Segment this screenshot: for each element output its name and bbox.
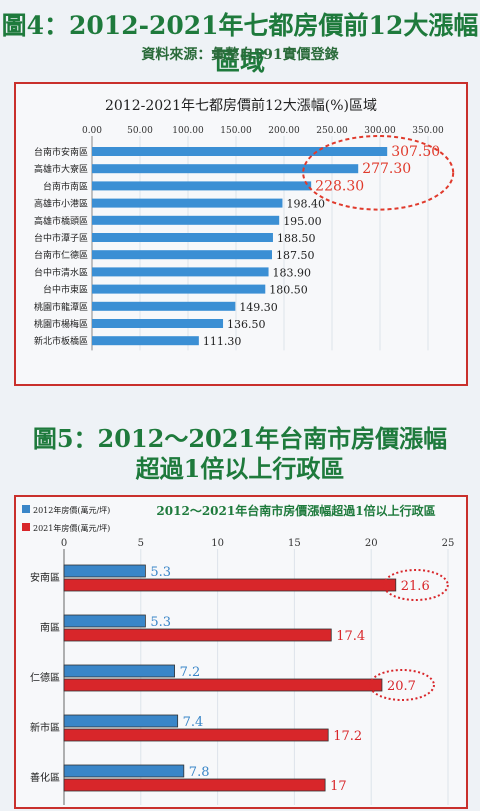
figure5-heading: 圖5：2012～2021年台南市房價漲幅 超過1倍以上行政區 <box>0 424 480 484</box>
figure5-heading-line2: 超過1倍以上行政區 <box>135 454 345 483</box>
chart1-category-label: 桃園市楊梅區 <box>34 318 88 330</box>
chart2-value-label: 17.2 <box>333 729 362 744</box>
chart1-category-label: 桃園市龍潭區 <box>34 301 88 313</box>
chart2-value-label: 17.4 <box>336 629 365 644</box>
chart2-legend-swatch <box>22 505 30 513</box>
chart2-bar <box>63 628 332 642</box>
chart1-bar <box>92 250 272 260</box>
chart1-value-label: 307.50 <box>391 144 440 160</box>
chart1-bar <box>92 319 224 328</box>
chart1-category-label: 台南市南區 <box>43 180 88 192</box>
chart1-value-label: 228.30 <box>315 178 364 194</box>
chart1-bar <box>92 198 283 208</box>
chart2-category-label: 善化區 <box>30 771 60 784</box>
chart2-value-label: 20.7 <box>387 679 416 694</box>
chart2-tick-label: 5 <box>138 538 144 549</box>
chart1-tick-label: 250.00 <box>316 126 348 136</box>
chart2-category-label: 仁德區 <box>30 671 60 684</box>
chart1-bar <box>92 233 273 242</box>
chart2-bar <box>63 678 383 692</box>
chart1-value-label: 187.50 <box>276 249 315 262</box>
chart1-value-label: 188.50 <box>277 232 316 245</box>
chart1-category-label: 台中市東區 <box>43 284 88 296</box>
chart1-bar <box>92 301 236 311</box>
chart1-highlight-ellipse <box>302 135 455 211</box>
chart2-legend-label: 2021年房價(萬元/坪) <box>33 523 110 533</box>
chart1-tick-label: 350.00 <box>412 126 444 136</box>
chart2-value-label: 7.8 <box>189 765 210 780</box>
chart2-title: 2012～2021年台南市房價漲幅超過1倍以上行政區 <box>156 503 435 518</box>
chart2-category-label: 南區 <box>40 621 60 634</box>
chart1-tick-label: 0.00 <box>82 126 102 136</box>
chart2-tick-label: 15 <box>288 538 301 549</box>
chart1-value-label: 198.40 <box>286 198 325 211</box>
chart2-value-label: 7.2 <box>180 665 201 680</box>
chart1-title: 2012-2021年七都房價前12大漲幅(%)區域 <box>105 97 377 114</box>
chart1-tick-label: 50.00 <box>127 126 153 136</box>
chart2-value-label: 5.3 <box>150 615 171 630</box>
chart1-value-label: 136.50 <box>227 318 265 331</box>
chart1-value-label: 111.30 <box>203 335 242 348</box>
chart1-bar <box>92 215 280 225</box>
chart1-category-label: 新北市板橋區 <box>34 335 88 347</box>
chart2-bar <box>63 614 146 628</box>
chart1-bar <box>92 336 199 346</box>
chart1-bar <box>92 284 266 294</box>
chart1-category-label: 台中市潭子區 <box>34 232 88 244</box>
chart2-bar <box>63 778 326 792</box>
chart1-category-label: 高雄市橋頭區 <box>34 215 88 227</box>
chart1-category-label: 台南市安南區 <box>34 146 88 158</box>
chart1-bar <box>92 267 269 277</box>
chart1-value-label: 149.30 <box>239 301 278 314</box>
chart1-bar <box>92 181 312 191</box>
chart1-category-label: 高雄市大寮區 <box>34 163 88 175</box>
chart1-tick-label: 100.00 <box>172 126 204 136</box>
chart2-svg: 2012～2021年台南市房價漲幅超過1倍以上行政區 2012年房價(萬元/坪)… <box>22 503 455 805</box>
chart2-highlight-ellipse <box>368 669 435 701</box>
chart2-bar <box>63 714 179 728</box>
chart1-tick-label: 300.00 <box>364 126 396 136</box>
chart1-bar <box>92 164 359 174</box>
chart2-highlight-ellipse <box>382 569 449 601</box>
chart1-tick-label: 200.00 <box>268 126 300 136</box>
chart1-bar <box>92 147 388 156</box>
figure5-heading-line1: 圖5：2012～2021年台南市房價漲幅 <box>32 424 448 453</box>
chart2-tick-label: 0 <box>61 538 67 549</box>
chart1-category-label: 台南市仁德區 <box>34 249 88 261</box>
chart2-category-label: 新市區 <box>30 721 60 734</box>
chart2-value-label: 21.6 <box>401 579 430 594</box>
chart2-bar <box>63 564 146 578</box>
chart1-svg: 2012-2021年七都房價前12大漲幅(%)區域 0.00 50.00 100.0… <box>34 97 455 351</box>
chart2-value-label: 7.4 <box>183 715 204 730</box>
chart1-value-label: 180.50 <box>269 284 308 297</box>
chart2-bar <box>63 764 185 778</box>
chart2-bar <box>63 664 175 678</box>
chart1-value-label: 183.90 <box>273 266 312 279</box>
chart2-category-label: 安南區 <box>30 571 60 584</box>
chart2-tick-label: 20 <box>365 538 378 549</box>
chart2-legend-label: 2012年房價(萬元/坪) <box>33 505 110 515</box>
chart2-legend-swatch <box>22 523 30 531</box>
chart2-bar <box>63 578 397 592</box>
chart1-value-label: 277.30 <box>362 161 411 177</box>
chart1-category-label: 高雄市小港區 <box>34 198 88 210</box>
chart1-panel: 2012-2021年七都房價前12大漲幅(%)區域 0.00 50.00 100.0… <box>14 82 468 386</box>
chart1-tick-label: 150.00 <box>220 126 252 136</box>
chart2-value-label: 17 <box>330 779 347 794</box>
chart1-value-label: 195.00 <box>283 215 322 228</box>
figure4-source: 資料來源：彙整自591實價登錄 <box>141 47 339 63</box>
chart2-tick-label: 10 <box>211 538 224 549</box>
chart2-tick-label: 25 <box>442 538 455 549</box>
chart2-value-label: 5.3 <box>150 565 171 580</box>
figure4-heading: 圖4：2012-2021年七都房價前12大漲幅區域 <box>1 11 479 76</box>
chart2-panel: 2012～2021年台南市房價漲幅超過1倍以上行政區 2012年房價(萬元/坪)… <box>14 495 468 809</box>
chart2-bar <box>63 728 329 742</box>
chart1-category-label: 台中市清水區 <box>34 266 88 278</box>
